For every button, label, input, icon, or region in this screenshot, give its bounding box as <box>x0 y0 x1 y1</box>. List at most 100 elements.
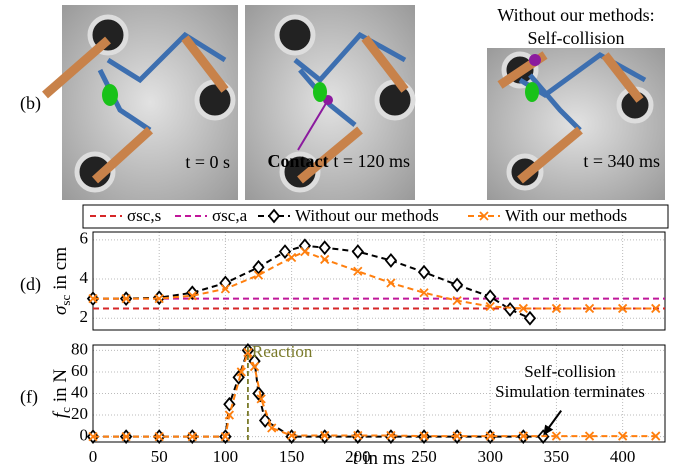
marker <box>220 431 231 442</box>
marker <box>419 431 429 441</box>
marker <box>419 288 429 298</box>
marker <box>286 430 297 441</box>
legend-marker <box>479 211 489 221</box>
marker <box>417 264 431 280</box>
frame-time: t = 0 s <box>185 152 230 172</box>
marker <box>584 431 595 441</box>
y-axis-label: fc in N <box>50 369 73 419</box>
marker <box>154 294 164 304</box>
marker <box>300 246 310 257</box>
x-axis-label: t in ms <box>353 448 405 469</box>
legend-marker <box>267 208 281 224</box>
frame-time: t = 120 ms <box>333 151 410 171</box>
marker <box>186 285 199 301</box>
label-part: in N <box>50 369 71 403</box>
x-tick-label: 200 <box>345 447 371 466</box>
x-tick-label: 400 <box>610 447 636 466</box>
frame-annotation: Contact <box>268 151 329 171</box>
marker <box>88 294 98 304</box>
marker <box>267 423 277 433</box>
marker <box>386 278 396 288</box>
marker <box>503 302 517 317</box>
marker <box>484 289 497 305</box>
marker <box>617 431 628 441</box>
marker <box>617 303 628 314</box>
marker <box>353 430 363 441</box>
label-part: t <box>353 448 359 469</box>
marker <box>224 410 235 420</box>
marker <box>154 431 164 442</box>
marker <box>298 238 312 254</box>
marker <box>651 431 661 441</box>
marker <box>452 295 462 306</box>
y-tick-label: 0 <box>80 426 89 445</box>
marker <box>121 431 131 442</box>
y-axis-label: σsc in cm <box>50 247 73 315</box>
label-part: in ms <box>363 448 405 469</box>
series-line <box>93 244 531 320</box>
marker <box>485 431 495 441</box>
frame-image <box>42 5 238 200</box>
y-tick-label: 80 <box>71 339 88 358</box>
legend-label: Without our methods <box>295 206 439 225</box>
y-tick-label: 20 <box>71 404 88 423</box>
marker <box>220 284 231 294</box>
marker <box>450 277 464 293</box>
marker <box>523 310 537 326</box>
marker <box>278 244 292 260</box>
panel-label: (b) <box>20 93 41 114</box>
frame-title: Self-collision <box>528 28 625 48</box>
marker <box>452 431 462 441</box>
marker <box>584 303 595 314</box>
marker <box>351 244 364 260</box>
marker <box>243 347 253 358</box>
marker <box>121 294 131 304</box>
frame-image <box>245 5 416 200</box>
x-tick-label: 100 <box>213 447 239 466</box>
y-tick-label: 40 <box>71 382 88 401</box>
x-tick-label: 150 <box>279 447 305 466</box>
legend-label: With our methods <box>505 206 627 225</box>
x-tick-label: 250 <box>411 447 437 466</box>
label-part: f <box>50 410 71 418</box>
marker <box>232 369 245 385</box>
panel-label: (d) <box>20 274 41 295</box>
marker <box>252 259 265 275</box>
y-tick-label: 2 <box>80 307 89 326</box>
legend-box <box>82 204 669 229</box>
x-tick-label: 350 <box>544 447 570 466</box>
marker <box>256 394 266 404</box>
label-part: c <box>58 407 73 413</box>
marker <box>88 431 98 442</box>
marker <box>187 431 197 442</box>
legend-label: σsc,a <box>212 206 248 225</box>
marker <box>236 367 246 377</box>
marker <box>386 430 396 441</box>
marker <box>651 303 661 314</box>
frame-title: Without our methods: <box>497 5 654 25</box>
plot-frame <box>92 231 666 331</box>
plot-frame <box>92 344 666 443</box>
y-tick-label: 6 <box>80 229 89 248</box>
annotation: Reaction <box>252 342 313 361</box>
marker <box>249 361 260 372</box>
marker <box>223 396 236 412</box>
annotation: Simulation terminates <box>495 382 645 401</box>
marker <box>320 254 330 265</box>
marker <box>318 240 331 256</box>
marker <box>258 413 272 428</box>
label-part: in cm <box>50 247 71 290</box>
marker <box>551 431 562 441</box>
marker <box>253 270 264 280</box>
x-tick-label: 50 <box>151 447 168 466</box>
legend-label: σsc,s <box>127 206 161 225</box>
marker <box>518 431 528 441</box>
marker <box>286 252 297 263</box>
panel-label: (f) <box>20 387 38 408</box>
series-line <box>93 250 656 310</box>
label-part: σ <box>50 305 71 315</box>
arrow-head <box>543 424 554 436</box>
marker <box>518 303 528 314</box>
marker <box>353 266 363 276</box>
